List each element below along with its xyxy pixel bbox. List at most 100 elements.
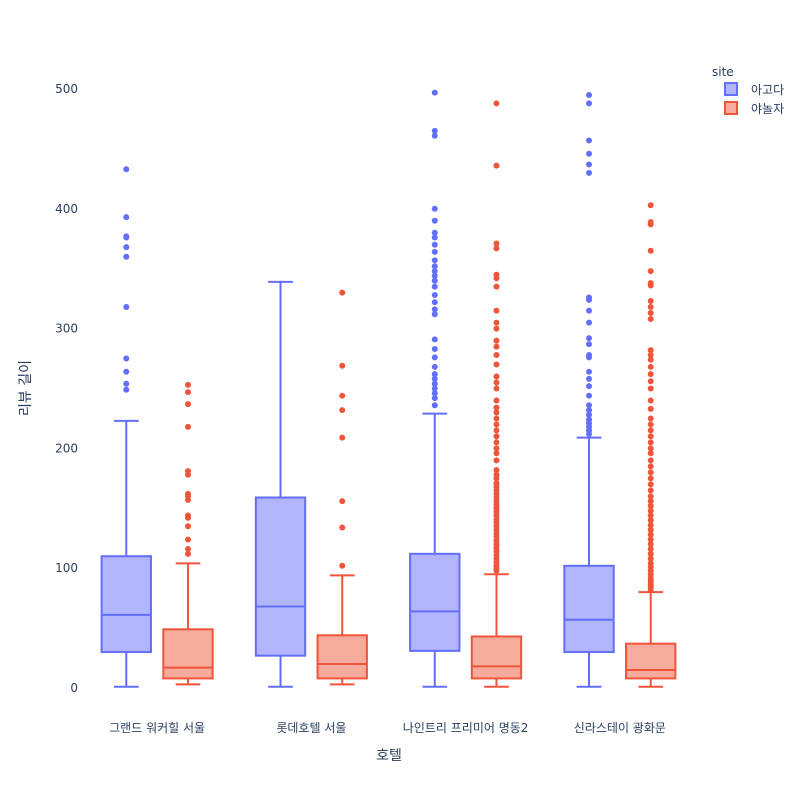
outlier-point (431, 248, 438, 255)
outlier-point (647, 512, 654, 519)
outlier-point (184, 468, 191, 475)
outlier-point (431, 354, 438, 361)
outlier-point (647, 397, 654, 404)
outlier-point (647, 450, 654, 457)
outlier-point (647, 502, 654, 509)
outlier-point (493, 480, 500, 487)
outlier-point (647, 268, 654, 275)
outlier-point (647, 427, 654, 434)
legend-label: 아고다 (751, 83, 784, 97)
outlier-point (493, 445, 500, 452)
y-tick-label: 0 (70, 681, 78, 695)
outlier-point (647, 378, 654, 385)
outlier-point (431, 268, 438, 275)
outlier-point (493, 409, 500, 416)
outlier-point (431, 205, 438, 212)
outlier-point (493, 397, 500, 404)
outlier-point (647, 550, 654, 557)
outlier-point (123, 304, 130, 311)
outlier-point (586, 375, 593, 382)
outlier-point (586, 137, 593, 144)
outlier-point (493, 343, 500, 350)
outlier-point (431, 390, 438, 397)
outlier-point (647, 469, 654, 476)
outlier-point (493, 325, 500, 332)
outlier-point (493, 457, 500, 464)
outlier-point (123, 214, 130, 221)
outlier-point (647, 517, 654, 524)
outlier-point (586, 416, 593, 423)
outlier-point (647, 536, 654, 543)
outlier-point (647, 541, 654, 548)
outlier-point (586, 368, 593, 375)
outlier-point (647, 280, 654, 287)
outlier-point (493, 421, 500, 428)
outlier-point (431, 272, 438, 279)
outlier-point (431, 229, 438, 236)
outlier-point (493, 240, 500, 247)
outlier-point (493, 450, 500, 457)
outlier-point (431, 127, 438, 134)
outlier-point (431, 336, 438, 343)
outlier-point (647, 371, 654, 378)
outlier-point (493, 351, 500, 358)
outlier-point (339, 524, 346, 531)
outlier-point (647, 247, 654, 254)
outlier-point (586, 91, 593, 98)
outlier-point (647, 498, 654, 505)
y-tick-labels: 0 100 200 300 400 500 (55, 82, 78, 695)
iqr-box (162, 628, 214, 680)
box-0-2 (409, 89, 461, 688)
outlier-point (493, 415, 500, 422)
y-tick-label: 500 (55, 82, 78, 96)
legend-swatch (724, 82, 738, 96)
outlier-point (647, 202, 654, 209)
outlier-point (647, 475, 654, 482)
outlier-point (647, 546, 654, 553)
outlier-point (586, 335, 593, 342)
outlier-point (431, 263, 438, 270)
outlier-point (647, 421, 654, 428)
y-tick-label: 100 (55, 561, 78, 575)
outlier-point (339, 289, 346, 296)
outlier-point (586, 319, 593, 326)
outlier-point (586, 150, 593, 157)
outlier-point (647, 457, 654, 464)
outlier-point (586, 407, 593, 414)
outlier-point (431, 241, 438, 248)
outlier-point (647, 351, 654, 358)
legend-title: site (712, 65, 734, 79)
outlier-point (586, 169, 593, 176)
outlier-point (493, 427, 500, 434)
outlier-point (647, 304, 654, 311)
outlier-point (586, 383, 593, 390)
outlier-point (339, 498, 346, 505)
outlier-point (123, 233, 130, 240)
outlier-point (431, 371, 438, 378)
x-tick-label: 그랜드 워커힐 서울 (109, 721, 205, 735)
y-tick-label: 200 (55, 441, 78, 455)
outlier-point (123, 253, 130, 260)
outlier-point (431, 395, 438, 402)
outlier-point (123, 244, 130, 251)
outlier-point (431, 132, 438, 139)
outlier-point (647, 507, 654, 514)
outlier-point (647, 310, 654, 317)
outlier-point (647, 555, 654, 562)
outlier-point (184, 401, 191, 408)
outlier-point (184, 381, 191, 388)
iqr-box (409, 552, 461, 652)
outlier-point (493, 337, 500, 344)
outlier-point (184, 523, 191, 530)
box-0-3 (563, 91, 615, 688)
outlier-point (647, 415, 654, 422)
outlier-point (647, 356, 654, 363)
x-tick-label: 롯데호텔 서울 (276, 721, 346, 735)
outlier-point (493, 319, 500, 326)
y-axis-title: 리뷰 길이 (18, 360, 34, 416)
outlier-point (647, 526, 654, 533)
outlier-point (431, 402, 438, 409)
outlier-point (647, 433, 654, 440)
